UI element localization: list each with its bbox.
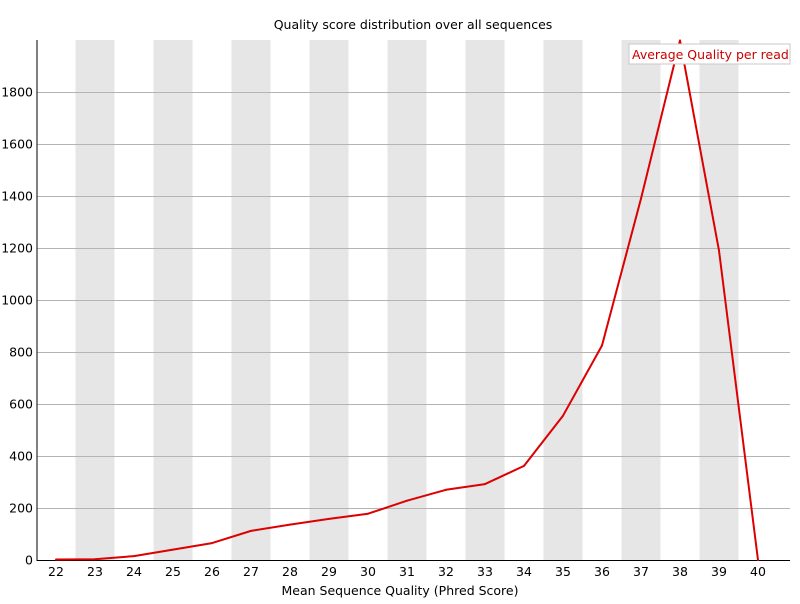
data-point — [94, 558, 96, 561]
y-tick-label: 1600 — [1, 137, 33, 152]
data-point — [640, 197, 642, 200]
x-tick-label: 38 — [672, 564, 688, 579]
y-tick-label: 0 — [25, 553, 33, 568]
x-tick-label: 25 — [165, 564, 181, 579]
data-point — [172, 548, 174, 551]
data-point — [562, 414, 564, 417]
y-tick-label: 1400 — [1, 189, 33, 204]
data-point — [289, 523, 291, 526]
axes — [36, 40, 790, 561]
x-tick-label: 35 — [555, 564, 571, 579]
data-point — [55, 558, 57, 561]
data-point — [718, 249, 720, 252]
x-tick-label: 27 — [243, 564, 259, 579]
x-tick-label: 37 — [633, 564, 649, 579]
data-point — [406, 499, 408, 502]
x-tick-label: 23 — [87, 564, 103, 579]
x-tick-label: 39 — [711, 564, 727, 579]
data-point — [523, 464, 525, 467]
chart-title: Quality score distribution over all sequ… — [274, 17, 553, 32]
data-point — [484, 483, 486, 486]
x-tick-label: 28 — [282, 564, 298, 579]
y-tick-label: 800 — [9, 345, 33, 360]
x-tick-label: 31 — [399, 564, 415, 579]
x-axis-label: Mean Sequence Quality (Phred Score) — [282, 583, 519, 598]
data-point — [679, 39, 681, 42]
y-tick-label: 1000 — [1, 293, 33, 308]
data-point — [328, 517, 330, 520]
data-point — [133, 555, 135, 558]
y-tick-labels: 0 200 400 600 800 1000 1200 1400 1600 1800 — [1, 85, 33, 568]
series-lines — [55, 39, 759, 561]
data-point — [211, 542, 213, 545]
x-tick-labels: 22 23 24 25 26 27 28 29 30 31 32 33 34 35 36 37 38 39 40 — [48, 564, 766, 579]
y-tick-label: 600 — [9, 397, 33, 412]
x-tick-label: 32 — [438, 564, 454, 579]
gridlines — [37, 92, 790, 509]
data-point — [601, 344, 603, 347]
x-tick-label: 22 — [48, 564, 64, 579]
data-point — [367, 512, 369, 515]
x-tick-label: 29 — [321, 564, 337, 579]
x-tick-label: 30 — [360, 564, 376, 579]
y-tick-label: 1800 — [1, 85, 33, 100]
x-tick-label: 40 — [750, 564, 766, 579]
x-tick-label: 24 — [126, 564, 142, 579]
y-tick-label: 1200 — [1, 241, 33, 256]
x-tick-label: 33 — [477, 564, 493, 579]
data-point — [250, 529, 252, 532]
x-tick-label: 34 — [516, 564, 532, 579]
legend-label: Average Quality per read — [632, 47, 789, 62]
data-point — [445, 488, 447, 491]
legend: Average Quality per read — [628, 43, 791, 65]
y-tick-label: 200 — [9, 501, 33, 516]
x-tick-label: 26 — [204, 564, 220, 579]
x-tick-label: 36 — [594, 564, 610, 579]
y-tick-label: 400 — [9, 449, 33, 464]
legend-box — [628, 43, 791, 65]
data-point — [757, 559, 759, 561]
